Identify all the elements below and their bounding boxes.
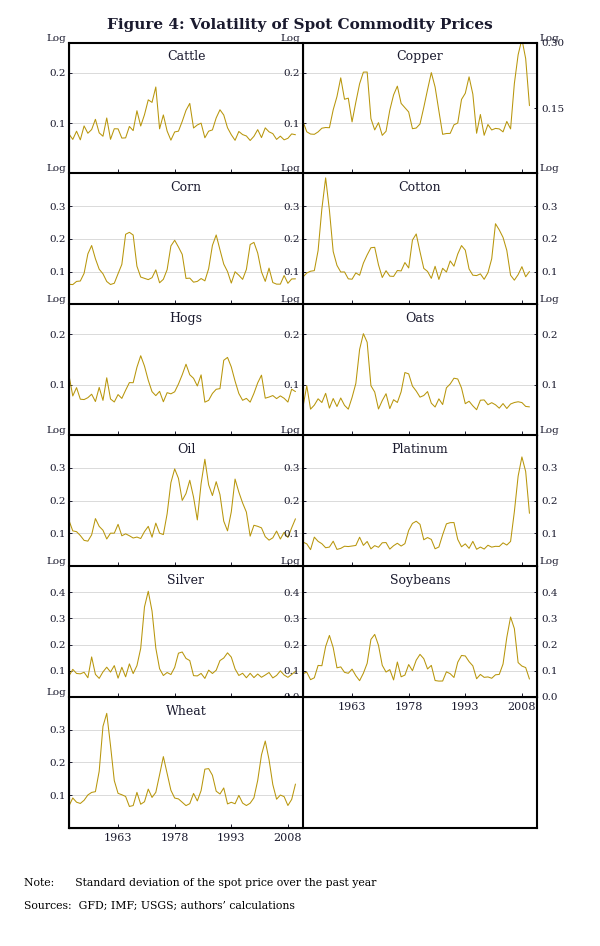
Text: Log: Log <box>539 295 559 305</box>
Text: Log: Log <box>281 165 301 173</box>
Text: Copper: Copper <box>397 50 443 63</box>
Text: Log: Log <box>47 165 67 173</box>
Text: Note:      Standard deviation of the spot price over the past year: Note: Standard deviation of the spot pri… <box>24 878 376 888</box>
Text: Oil: Oil <box>177 443 195 456</box>
Text: Log: Log <box>539 557 559 566</box>
Text: Log: Log <box>281 426 301 435</box>
Text: Soybeans: Soybeans <box>390 574 450 587</box>
Text: Log: Log <box>281 33 301 43</box>
Text: Log: Log <box>47 295 67 305</box>
Text: Figure 4: Volatility of Spot Commodity Prices: Figure 4: Volatility of Spot Commodity P… <box>107 18 493 32</box>
Text: Cattle: Cattle <box>167 50 205 63</box>
Text: Log: Log <box>47 426 67 435</box>
Text: Log: Log <box>281 557 301 566</box>
Text: Cotton: Cotton <box>398 182 442 194</box>
Text: Oats: Oats <box>406 312 434 325</box>
Text: Wheat: Wheat <box>166 705 206 718</box>
Text: Log: Log <box>281 295 301 305</box>
Text: Sources:  GFD; IMF; USGS; authors’ calculations: Sources: GFD; IMF; USGS; authors’ calcul… <box>24 901 295 911</box>
Text: Silver: Silver <box>167 574 205 587</box>
Text: Log: Log <box>539 33 559 43</box>
Text: Log: Log <box>47 688 67 697</box>
Text: Log: Log <box>539 426 559 435</box>
Text: Log: Log <box>47 557 67 566</box>
Text: Corn: Corn <box>170 182 202 194</box>
Text: Log: Log <box>539 165 559 173</box>
Text: Platinum: Platinum <box>392 443 448 456</box>
Text: Hogs: Hogs <box>170 312 203 325</box>
Text: Log: Log <box>47 33 67 43</box>
